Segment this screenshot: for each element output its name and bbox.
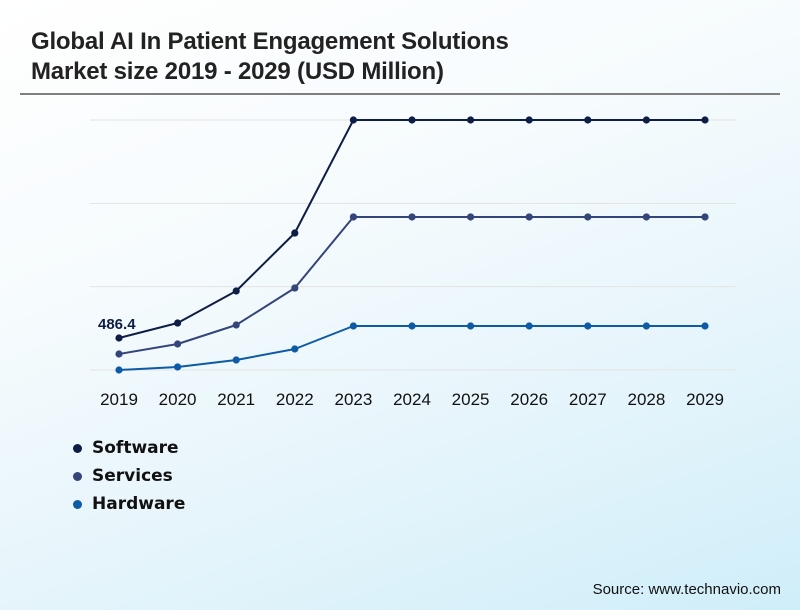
data-point-services-2024 — [408, 213, 416, 221]
data-point-hardware-2024 — [408, 322, 416, 330]
data-point-software-2027 — [584, 116, 592, 124]
legend: Software Services Hardware — [73, 434, 185, 518]
series-line-services — [118, 216, 705, 355]
data-point-software-2021 — [232, 287, 240, 295]
data-point-software-2024 — [408, 116, 416, 124]
source-credit: Source: www.technavio.com — [592, 581, 781, 598]
title-line-2: Market size 2019 - 2029 (USD Million) — [31, 58, 444, 85]
data-point-hardware-2019 — [115, 366, 123, 374]
data-points — [115, 116, 709, 374]
data-point-hardware-2026 — [525, 322, 533, 330]
data-point-services-2028 — [642, 213, 651, 221]
data-point-services-2027 — [584, 213, 592, 221]
data-point-hardware-2028 — [642, 322, 651, 330]
data-point-services-2019 — [115, 350, 123, 358]
data-point-software-2023 — [349, 116, 357, 124]
data-point-software-2026 — [525, 116, 533, 124]
data-point-services-2020 — [174, 340, 182, 348]
legend-label-software: Software — [92, 438, 179, 458]
x-tick-label-2027: 2027 — [569, 390, 607, 409]
data-point-hardware-2025 — [467, 322, 475, 330]
gridlines — [90, 119, 736, 371]
annotations: 486.4 — [98, 316, 136, 333]
data-point-hardware-2029 — [701, 322, 709, 330]
x-tick-label-2026: 2026 — [510, 390, 548, 409]
data-point-hardware-2021 — [232, 356, 240, 364]
legend-item-software: Software — [73, 434, 185, 462]
series-line-hardware — [118, 325, 705, 371]
x-tick-label-2024: 2024 — [393, 390, 431, 409]
data-point-services-2023 — [349, 213, 357, 221]
data-point-software-2019 — [115, 334, 123, 342]
x-tick-label-2023: 2023 — [334, 390, 372, 409]
chart-title: Global AI In Patient Engagement Solution… — [31, 27, 509, 87]
series-line-software — [118, 119, 705, 339]
legend-label-hardware: Hardware — [92, 494, 186, 514]
x-tick-label-2025: 2025 — [452, 390, 490, 409]
data-point-software-2020 — [174, 319, 182, 327]
x-tick-label-2021: 2021 — [217, 390, 255, 409]
x-tick-label-2029: 2029 — [686, 390, 724, 409]
x-tick-label-2019: 2019 — [100, 390, 138, 409]
x-tick-label-2020: 2020 — [159, 390, 197, 409]
legend-item-hardware: Hardware — [73, 490, 185, 518]
legend-item-services: Services — [73, 462, 185, 490]
x-tick-label-2028: 2028 — [627, 390, 665, 409]
data-point-services-2022 — [291, 284, 299, 292]
data-point-hardware-2027 — [584, 322, 592, 330]
data-point-software-2029 — [701, 116, 709, 124]
title-divider — [20, 93, 780, 95]
data-point-services-2026 — [525, 213, 533, 221]
data-label-software-2019: 486.4 — [98, 316, 136, 333]
data-point-hardware-2023 — [349, 322, 357, 330]
legend-dot-hardware-icon — [73, 499, 82, 509]
data-point-services-2029 — [701, 213, 709, 221]
data-point-software-2025 — [467, 116, 475, 124]
x-tick-label-2022: 2022 — [276, 390, 314, 409]
series-lines — [118, 119, 705, 371]
legend-dot-services-icon — [73, 471, 82, 481]
data-point-services-2021 — [232, 321, 240, 329]
title-line-1: Global AI In Patient Engagement Solution… — [31, 28, 509, 55]
legend-label-services: Services — [92, 466, 173, 486]
data-point-software-2028 — [642, 116, 651, 124]
data-point-hardware-2022 — [291, 345, 299, 353]
data-point-software-2022 — [291, 229, 299, 237]
legend-dot-software-icon — [73, 443, 82, 453]
data-point-services-2025 — [467, 213, 475, 221]
data-point-hardware-2020 — [174, 363, 182, 371]
x-axis-labels: 2019 2020 2021 2022 2023 2024 2025 2026 2027 2028… — [100, 390, 724, 409]
